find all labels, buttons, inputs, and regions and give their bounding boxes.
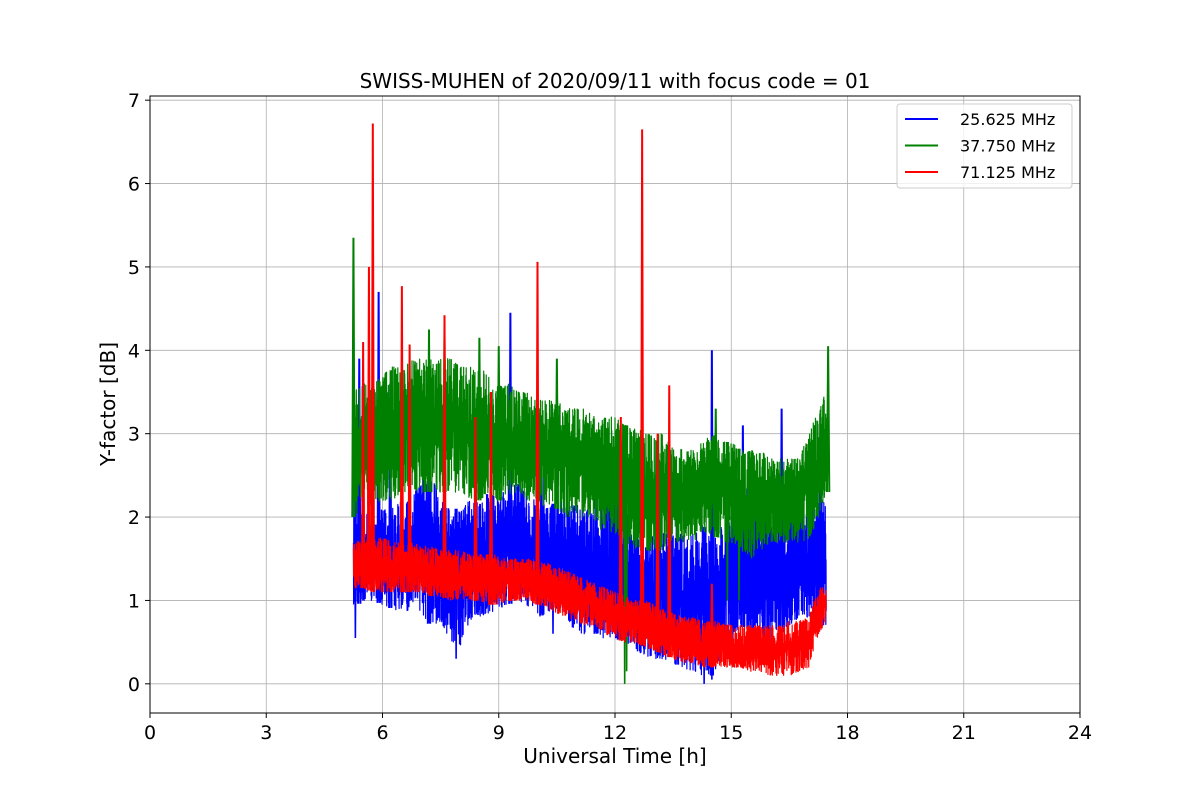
x-tick-label: 15 — [719, 722, 743, 744]
series-spike — [426, 329, 432, 493]
x-tick-label: 18 — [835, 722, 859, 744]
chart-title: SWISS-MUHEN of 2020/09/11 with focus cod… — [360, 69, 871, 93]
x-tick-label: 9 — [493, 722, 505, 744]
series-spike — [667, 385, 672, 658]
series-dip — [353, 493, 357, 638]
series-spike — [740, 425, 746, 628]
legend-label: 37.750 MHz — [960, 137, 1055, 156]
series-spike — [366, 266, 372, 591]
series-spike — [779, 408, 784, 633]
x-tick-label: 24 — [1068, 722, 1092, 744]
series-spike — [351, 237, 356, 518]
series-spike — [535, 261, 540, 605]
series-spike — [407, 344, 412, 593]
series-spike — [496, 346, 501, 501]
y-tick-label: 3 — [128, 424, 140, 446]
x-tick-label: 6 — [376, 722, 388, 744]
series-line — [352, 537, 827, 677]
series-spike — [399, 286, 405, 593]
legend: 25.625 MHz 37.750 MHz 71.125 MHz — [896, 103, 1073, 189]
x-tick-label: 12 — [603, 722, 627, 744]
series-spike — [639, 129, 645, 646]
x-tick-label: 3 — [260, 722, 272, 744]
series-line — [352, 358, 827, 559]
y-axis-label: Y-factor [dB] — [96, 342, 120, 467]
y-tick-label: 7 — [128, 90, 140, 112]
series-spike — [709, 583, 715, 668]
series-spike — [508, 312, 513, 604]
series-spike — [477, 337, 482, 501]
series-spike — [655, 433, 660, 653]
y-tick-label: 1 — [128, 590, 140, 612]
series-3 — [352, 123, 827, 677]
legend-label: 25.625 MHz — [960, 110, 1055, 129]
y-tick-label: 5 — [128, 257, 140, 279]
legend-label: 71.125 MHz — [960, 163, 1055, 182]
y-tick-label: 2 — [128, 507, 140, 529]
x-tick-label: 21 — [952, 722, 976, 744]
y-tick-label: 0 — [128, 674, 140, 696]
series-spike — [442, 315, 447, 598]
series-spike — [713, 408, 718, 538]
series-spike — [360, 341, 366, 588]
x-axis-label: Universal Time [h] — [523, 744, 706, 768]
series-spike — [357, 358, 362, 604]
series-dip — [737, 448, 741, 601]
series-dip — [725, 442, 729, 601]
y-tick-label: 6 — [128, 174, 140, 196]
y-tick-label: 4 — [128, 340, 140, 362]
series-spike — [554, 358, 560, 509]
series-spike — [618, 417, 623, 641]
series-spike — [488, 391, 494, 605]
series-spike — [473, 417, 478, 601]
x-tick-label: 0 — [144, 722, 156, 744]
series-spike — [825, 346, 831, 493]
series-spike — [370, 123, 375, 593]
plot-series — [351, 123, 831, 684]
legend-box — [896, 103, 1073, 189]
